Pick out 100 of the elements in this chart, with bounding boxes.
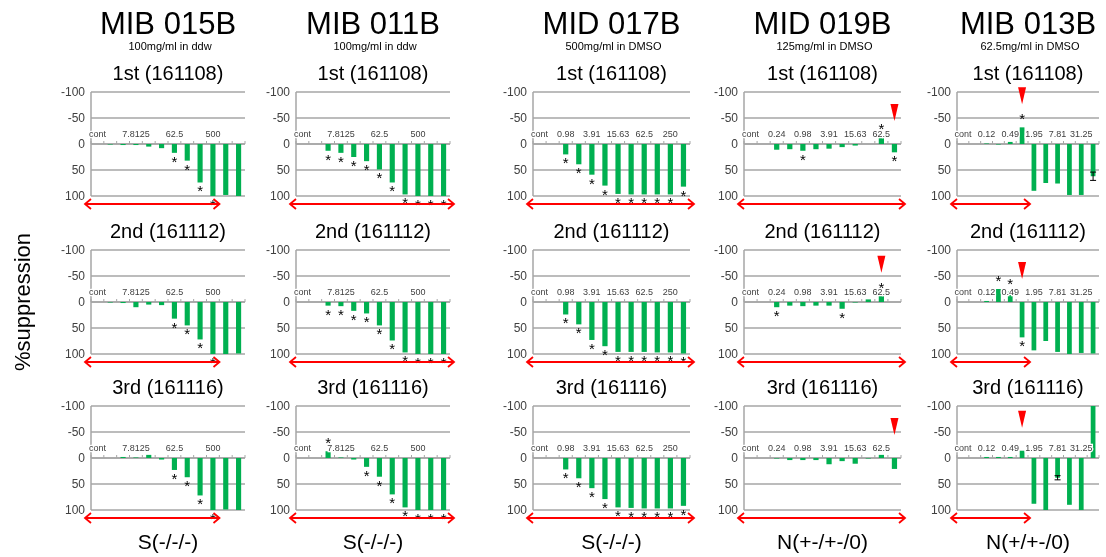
bar [1067,302,1072,354]
data-label: * [376,476,383,494]
x-tick-label: 62.5 [635,443,653,453]
x-tick-label: 0.98 [794,129,812,139]
data-label: * [575,164,582,182]
text: 100mg/ml in ddw [128,40,212,52]
bar [891,458,898,469]
x-tick-label: 62.5 [370,129,389,139]
data-label: * [995,272,1002,289]
y-tick-label: 50 [937,477,952,491]
text: MIB 013B [959,6,1097,41]
x-tick-label: 500 [205,443,221,453]
x-tick-label: 62.5 [165,129,184,139]
x-tick-label: 500 [205,287,221,297]
y-tick-label: 50 [513,477,528,491]
x-tick-label: 7.8125 [122,287,150,297]
data-label: * [402,507,409,525]
bar [171,458,177,470]
data-label: * [602,499,609,517]
data-label: * [376,325,383,343]
y-tick-label: 100 [269,347,291,361]
bar [325,302,331,306]
y-tick-label: 50 [937,321,952,335]
bar [680,144,687,187]
x-axis-title: S(-/-/-) [342,530,404,553]
y-tick-label: 100 [717,189,739,203]
data-label: * [588,174,595,192]
bar [852,458,858,464]
data-label: * [350,157,357,174]
x-tick-label: 15.63 [606,443,630,453]
bar [223,144,229,195]
y-tick-label: -50 [272,111,291,125]
x-tick-label: 7.81 [1048,443,1067,453]
x-tick-label: 0.49 [1001,443,1020,453]
bar [589,302,595,340]
y-tick-label: 100 [64,503,86,517]
y-tick-label: -100 [265,85,291,99]
y-tick-label: 0 [944,295,952,309]
bar [615,302,621,352]
bar [159,144,165,149]
y-tick-label: -50 [509,111,528,125]
bar [389,302,395,341]
x-tick-label: 3.91 [820,287,838,297]
bar [654,458,660,509]
y-axis-title: %suppression [10,232,35,372]
x-tick-label: 0.24 [767,287,786,297]
x-tick-label: 62.5 [370,443,389,453]
y-tick-label: -50 [67,269,86,283]
y-tick-label: -100 [60,243,86,257]
bar [576,458,582,479]
chart-title: 1st (161108) [767,62,878,84]
x-tick-label: 500 [205,129,221,139]
bar [210,302,216,354]
y-tick-label: 0 [944,451,952,465]
x-tick-label: 0.98 [556,129,575,139]
x-tick-label: 62.5 [370,287,389,297]
bar [813,458,819,461]
text: MIB 011B [306,6,440,41]
x-tick-label: 500 [410,443,426,453]
x-tick-label: 0.12 [977,129,996,139]
y-tick-label: 100 [930,503,952,517]
x-tick-label: 62.5 [635,287,653,297]
bar [1007,141,1013,144]
y-tick-label: 100 [506,189,528,203]
y-tick-label: 100 [269,189,291,203]
data-label: * [773,307,780,325]
bar [615,144,621,194]
bar [338,302,344,307]
y-tick-label: 50 [724,163,739,177]
bar [364,144,370,162]
data-label: * [891,152,898,170]
data-label: * [389,340,396,358]
y-tick-label: 0 [283,137,291,151]
bar [1067,144,1072,195]
y-tick-label: -50 [720,425,739,439]
y-tick-label: 50 [276,163,291,177]
y-tick-label: -50 [272,425,291,439]
chart-title: 2nd (161112) [969,220,1087,242]
y-tick-label: -50 [67,111,86,125]
bar [1078,458,1084,510]
x-tick-label: 1.95 [1025,443,1043,453]
bar [667,302,673,353]
bar [184,144,190,161]
bar [428,144,434,196]
chart-title: 1st (161108) [317,62,429,84]
bar [197,302,203,340]
data-label: * [171,469,178,487]
y-tick-label: 100 [930,189,952,203]
y-tick-label: -50 [720,269,739,283]
x-tick-label: 7.8125 [327,287,355,297]
data-label: * [184,160,191,178]
bar [641,458,647,509]
y-tick-label: 100 [64,347,86,361]
bar [800,144,806,151]
bar [1043,458,1049,510]
y-tick-label: 0 [731,451,739,465]
bar [338,144,344,153]
y-tick-label: -100 [926,85,952,99]
x-tick-label: 0.98 [556,443,575,453]
bar [159,302,165,306]
